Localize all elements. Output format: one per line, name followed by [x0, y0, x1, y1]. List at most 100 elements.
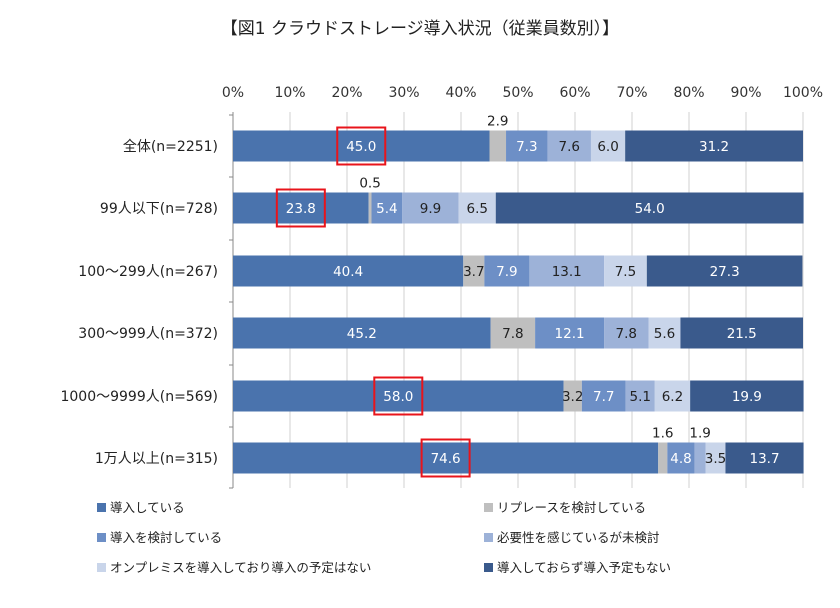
legend-label: 導入しておらず導入予定もない	[497, 560, 671, 575]
bar-segment	[725, 442, 804, 474]
x-tick-label: 90%	[730, 85, 761, 101]
bar-segment	[371, 192, 403, 224]
data-label: 27.3	[710, 264, 740, 280]
x-tick-label: 0%	[222, 85, 244, 101]
data-label: 45.2	[347, 326, 377, 342]
x-tick-label: 60%	[559, 85, 590, 101]
data-label: 45.0	[346, 139, 376, 155]
bar-segment	[484, 255, 530, 287]
bar-segment	[535, 317, 605, 349]
data-label: 2.9	[487, 114, 508, 130]
legend-swatch	[97, 563, 106, 572]
highlight-box	[336, 126, 387, 166]
bar-segment	[654, 380, 691, 412]
data-label: 1.9	[689, 426, 710, 442]
legend-swatch	[97, 503, 106, 512]
bar-segment	[529, 255, 605, 287]
bar-segment	[658, 442, 668, 474]
x-tick-label: 80%	[673, 85, 704, 101]
highlight-box	[373, 376, 424, 416]
bar-segment	[648, 317, 681, 349]
legend-label: 導入している	[110, 500, 185, 515]
data-label: 0.5	[359, 176, 380, 192]
data-label: 5.6	[654, 326, 675, 342]
bar-segment	[604, 317, 649, 349]
bar-segment	[233, 442, 659, 474]
data-label: 6.0	[597, 139, 618, 155]
bar-segment	[463, 255, 485, 287]
data-label: 58.0	[383, 389, 413, 405]
data-label: 7.5	[615, 264, 636, 280]
bar-segment	[233, 192, 369, 224]
category-label: 1万人以上(n=315)	[95, 451, 218, 467]
bar-segment	[625, 380, 655, 412]
bar-segment	[581, 380, 626, 412]
bar-segment	[667, 442, 695, 474]
category-label: 300〜999人(n=372)	[78, 326, 218, 342]
data-label: 54.0	[635, 201, 665, 217]
data-label: 13.7	[749, 451, 779, 467]
legend-swatch	[97, 533, 106, 542]
x-tick-label: 50%	[502, 85, 533, 101]
category-label: 全体(n=2251)	[123, 138, 218, 155]
data-label: 12.1	[555, 326, 585, 342]
data-label: 74.6	[431, 451, 461, 467]
data-label: 3.5	[705, 451, 726, 467]
data-label: 1.6	[652, 426, 673, 442]
x-tick-label: 40%	[445, 85, 476, 101]
data-label: 31.2	[699, 139, 729, 155]
data-label: 7.3	[516, 139, 537, 155]
data-label: 7.6	[559, 139, 580, 155]
bar-segment	[705, 442, 726, 474]
x-tick-label: 70%	[616, 85, 647, 101]
bar-segment	[625, 130, 803, 162]
x-tick-label: 30%	[388, 85, 419, 101]
data-label: 7.9	[496, 264, 517, 280]
x-tick-label: 100%	[783, 85, 823, 101]
bar-segment	[506, 130, 548, 162]
data-label: 3.2	[562, 389, 583, 405]
legend-label: 必要性を感じているが未検討	[497, 530, 660, 545]
data-label: 7.7	[593, 389, 614, 405]
bar-segment	[590, 130, 626, 162]
data-label: 9.9	[420, 201, 441, 217]
bar-segment	[233, 380, 564, 412]
legend-label: リプレースを検討している	[497, 500, 646, 515]
legend-swatch	[484, 503, 493, 512]
x-axis-ticks: 0% 10% 20% 30% 40% 50% 60% 70% 80% 90% 100%	[222, 85, 823, 101]
bars: 全体(n=2251) 45.0 2.9 7.3 7.6 6.0 31.2 99人以下(n=72…	[60, 114, 804, 478]
legend-swatch	[484, 533, 493, 542]
bar-segment	[402, 192, 459, 224]
bar-segment	[690, 380, 804, 412]
category-label: 100〜299人(n=267)	[78, 264, 218, 280]
highlight-box	[420, 438, 471, 478]
data-label: 3.7	[463, 264, 484, 280]
highlight-box	[275, 188, 326, 228]
bar-segment	[368, 192, 372, 224]
bar-segment	[233, 255, 464, 287]
bar-segment	[489, 130, 507, 162]
bar-segment	[547, 130, 591, 162]
bar-segment	[458, 192, 496, 224]
data-label: 4.8	[670, 451, 691, 467]
x-tick-label: 20%	[331, 85, 362, 101]
bar-segment	[563, 380, 582, 412]
data-label: 6.2	[662, 389, 683, 405]
bar-segment	[646, 255, 803, 287]
bar-segment	[233, 130, 490, 162]
bar-segment	[680, 317, 803, 349]
data-label: 19.9	[732, 389, 762, 405]
data-label: 5.1	[630, 389, 651, 405]
data-label: 6.5	[467, 201, 488, 217]
bar-segment	[490, 317, 536, 349]
bar-segment	[604, 255, 647, 287]
data-label: 23.8	[286, 201, 316, 217]
data-label: 5.4	[376, 201, 397, 217]
legend-swatch	[484, 563, 493, 572]
data-label: 7.8	[502, 326, 523, 342]
chart-title: 【図1 クラウドストレージ導入状況（従業員数別）】	[221, 19, 619, 39]
legend-label: オンプレミスを導入しており導入の予定はない	[110, 560, 371, 575]
legend-label: 導入を検討している	[110, 530, 222, 545]
